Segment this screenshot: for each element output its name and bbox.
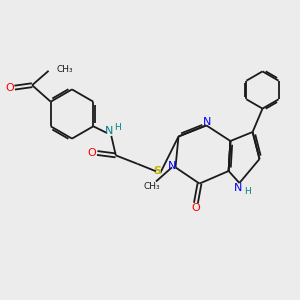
Text: H: H — [244, 187, 250, 196]
Text: N: N — [168, 161, 176, 171]
Text: CH₃: CH₃ — [143, 182, 160, 191]
Text: O: O — [191, 202, 200, 213]
Text: N: N — [105, 126, 113, 136]
Text: O: O — [87, 148, 96, 158]
Text: N: N — [203, 117, 211, 127]
Text: N: N — [234, 183, 242, 193]
Text: CH₃: CH₃ — [57, 65, 74, 74]
Text: S: S — [153, 166, 161, 176]
Text: H: H — [114, 123, 121, 132]
Text: O: O — [5, 82, 14, 93]
